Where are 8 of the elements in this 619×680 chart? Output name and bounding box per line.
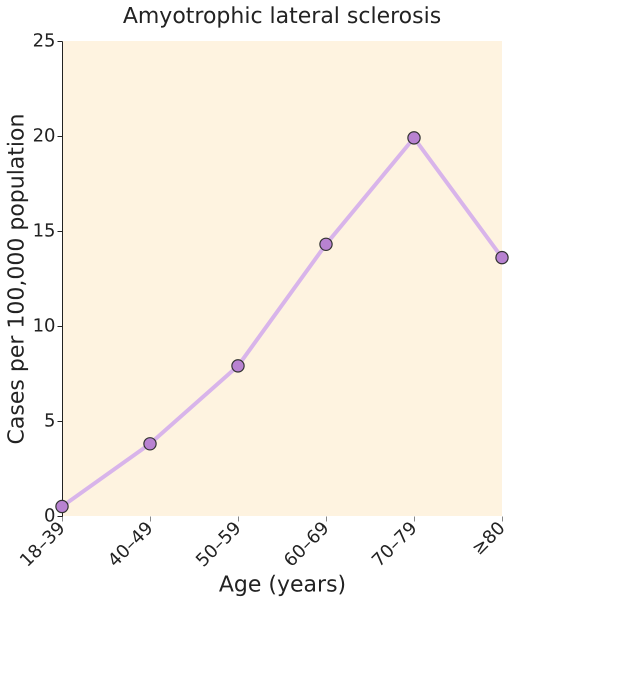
chart-title: Amyotrophic lateral sclerosis [122, 4, 442, 29]
y-tick-label: 5 [44, 410, 56, 432]
y-tick-label: 20 [32, 126, 56, 146]
y-tick-label: 15 [32, 220, 56, 242]
x-axis-title: Age (years) [218, 572, 346, 598]
y-tick-label: 10 [32, 316, 56, 336]
y-tick-label: 25 [32, 30, 56, 52]
y-axis-title: Cases per 100,000 population [4, 114, 30, 444]
